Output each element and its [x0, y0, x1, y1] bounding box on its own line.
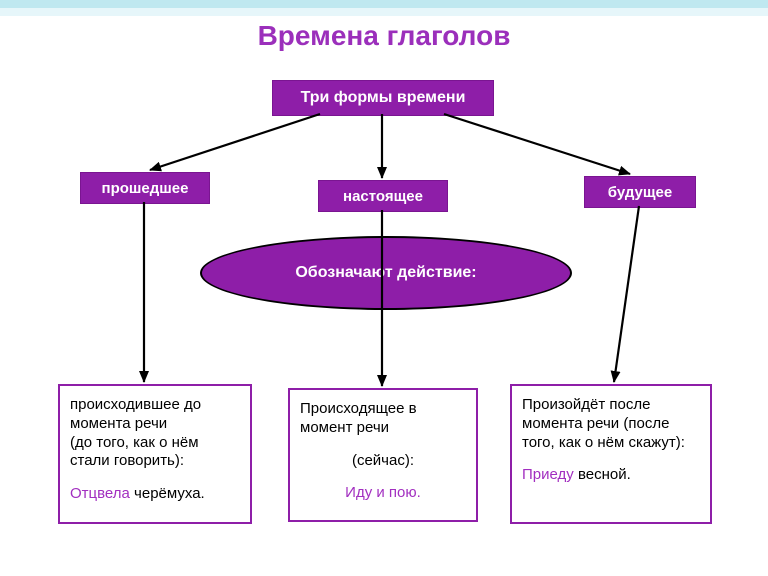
desc-present-sub: (сейчас):: [300, 452, 466, 471]
ellipse-action: Обозначают действие:: [200, 236, 572, 310]
node-past-label: прошедшее: [102, 180, 189, 197]
desc-present-example: Иду и пою.: [300, 484, 466, 503]
desc-future-example-colored: Приеду: [522, 466, 574, 483]
desc-past-example-rest: черёмуха.: [130, 485, 205, 502]
node-future-label: будущее: [608, 184, 672, 201]
node-present: настоящее: [318, 180, 448, 212]
header-band-2: [0, 8, 768, 16]
desc-past-text: происходившее до момента речи (до того, …: [70, 396, 240, 471]
node-future: будущее: [584, 176, 696, 208]
header-band-1: [0, 0, 768, 8]
ellipse-action-label: Обозначают действие:: [295, 264, 476, 282]
desc-past-example-colored: Отцвела: [70, 485, 130, 502]
desc-past: происходившее до момента речи (до того, …: [58, 384, 252, 524]
desc-present-example-colored: Иду и пою.: [345, 484, 421, 501]
page-title: Времена глаголов: [0, 20, 768, 52]
desc-future-example-rest: весной.: [574, 466, 631, 483]
diagram-stage: Времена глаголов Три формы времени проше…: [0, 0, 768, 576]
desc-present: Происходящее в момент речи (сейчас): Иду…: [288, 388, 478, 522]
desc-future: Произойдёт после момента речи (после тог…: [510, 384, 712, 524]
desc-present-text: Происходящее в момент речи: [300, 400, 466, 438]
desc-past-example: Отцвела черёмуха.: [70, 485, 240, 504]
desc-future-text: Произойдёт после момента речи (после тог…: [522, 396, 700, 452]
node-root-label: Три формы времени: [301, 89, 466, 107]
desc-future-example: Приеду весной.: [522, 466, 700, 485]
node-root: Три формы времени: [272, 80, 494, 116]
node-past: прошедшее: [80, 172, 210, 204]
node-present-label: настоящее: [343, 188, 423, 205]
